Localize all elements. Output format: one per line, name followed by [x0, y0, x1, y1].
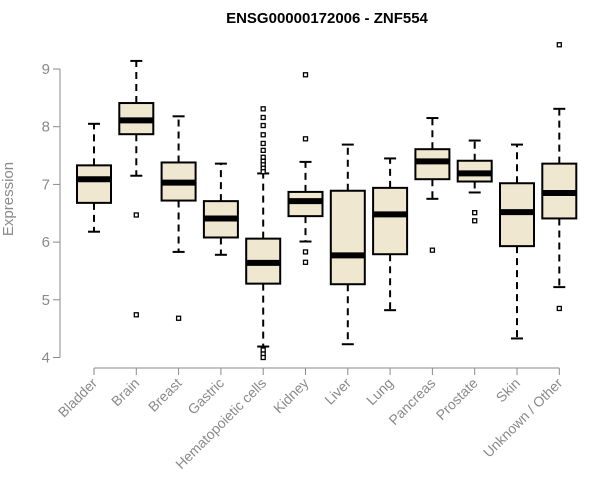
box-breast	[160, 115, 197, 321]
outlier-point	[260, 140, 266, 147]
x-tick-label: Breast	[145, 375, 185, 415]
y-tick-label: 6	[42, 234, 50, 251]
outlier-point	[302, 136, 309, 142]
y-tick-label: 9	[42, 61, 50, 78]
chart-title: ENSG00000172006 - ZNF554	[226, 10, 428, 27]
outlier-point	[260, 169, 266, 175]
x-tick-label: Lung	[363, 375, 396, 408]
outlier-point	[429, 247, 436, 253]
iqr-box	[372, 186, 409, 256]
iqr-box	[329, 189, 366, 286]
y-tick-label: 8	[42, 119, 50, 136]
box-pancreas	[414, 117, 451, 253]
x-tick-label: Unknown / Other	[480, 375, 566, 461]
box-brain	[118, 59, 155, 318]
outlier-point	[260, 106, 266, 112]
outlier-point	[302, 72, 309, 78]
outlier-point	[260, 114, 266, 121]
y-tick-label: 4	[42, 350, 50, 367]
outlier-point	[472, 210, 478, 216]
outlier-point	[302, 249, 309, 255]
outlier-point	[472, 218, 478, 224]
y-axis-label: Expression	[0, 162, 17, 236]
x-tick-label: Bladder	[55, 375, 101, 421]
x-tick-label: Pancreas	[385, 375, 438, 428]
box-prostate	[456, 139, 493, 224]
box-lung	[372, 157, 409, 312]
outlier-point	[133, 212, 139, 218]
outlier-point	[260, 147, 266, 154]
box-bladder	[76, 122, 112, 233]
outlier-point	[302, 259, 309, 265]
x-tick-label: Skin	[493, 375, 524, 406]
outlier-point	[556, 42, 562, 48]
outlier-point	[133, 312, 139, 318]
box-hematopoietic-cells	[245, 106, 282, 361]
x-tick-label: Liver	[321, 375, 354, 408]
outlier-point	[260, 122, 266, 129]
y-tick-label: 5	[42, 292, 50, 309]
y-axis: 4 5 6 7 8 9	[42, 61, 61, 367]
iqr-box	[76, 164, 112, 204]
outlier-point	[260, 132, 266, 138]
outlier-point	[175, 315, 182, 321]
box-liver	[329, 143, 366, 346]
box-kidney	[287, 72, 324, 265]
box-unknown-other	[541, 42, 578, 312]
x-tick-label: Kidney	[270, 375, 312, 417]
x-tick-label: Prostate	[433, 375, 481, 423]
box-gastric	[202, 162, 239, 256]
box-skin	[499, 143, 535, 340]
outlier-point	[556, 305, 562, 312]
x-tick-label: Brain	[108, 375, 142, 409]
outlier-point	[260, 354, 266, 361]
y-tick-label: 7	[42, 176, 50, 193]
box-series	[76, 42, 578, 361]
